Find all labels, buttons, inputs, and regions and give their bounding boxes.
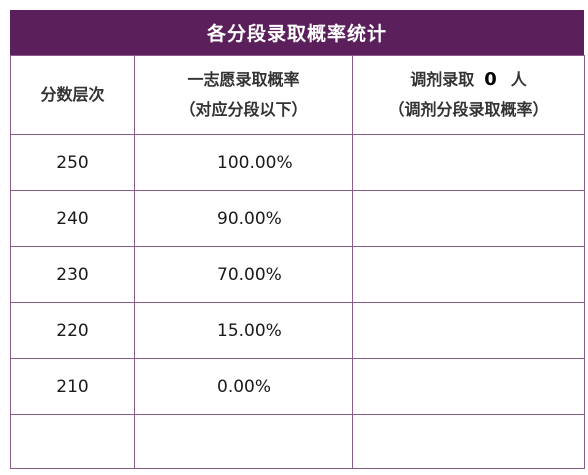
rate-cell: 0.00% xyxy=(134,358,353,415)
rate-cell: 100.00% xyxy=(134,134,353,191)
score-cell: 210 xyxy=(10,358,135,415)
table-row: 220 15.00% xyxy=(10,302,585,359)
score-cell: 230 xyxy=(10,246,135,303)
adjust-cell xyxy=(352,414,585,469)
header-first-choice: 一志愿录取概率 （对应分段以下） xyxy=(134,55,353,135)
table-row: 230 70.00% xyxy=(10,246,585,303)
adjust-cell xyxy=(352,190,585,247)
table-row: 240 90.00% xyxy=(10,190,585,247)
header-adjust: 调剂录取 0 人 （调剂分段录取概率） xyxy=(352,55,585,135)
adjust-count: 0 xyxy=(484,69,497,90)
rate-cell: 70.00% xyxy=(134,246,353,303)
header-first-choice-line2: （对应分段以下） xyxy=(179,100,308,119)
probability-table: 分数层次 一志愿录取概率 （对应分段以下） 调剂录取 0 人 （调剂分段录取概率） … xyxy=(10,55,585,469)
header-first-choice-line1: 一志愿录取概率 xyxy=(187,70,300,89)
header-score-level-label: 分数层次 xyxy=(40,85,105,104)
header-adjust-suffix: 人 xyxy=(510,70,527,89)
adjust-cell xyxy=(352,358,585,415)
header-adjust-line2: （调剂分段录取概率） xyxy=(388,100,549,119)
rate-cell: 15.00% xyxy=(134,302,353,359)
header-adjust-line1: 调剂录取 0 人 xyxy=(353,65,584,95)
table-title: 各分段录取概率统计 xyxy=(10,10,584,55)
rate-cell: 90.00% xyxy=(134,190,353,247)
table-row: 250 100.00% xyxy=(10,134,585,191)
table-row: 210 0.00% xyxy=(10,358,585,415)
score-cell: 240 xyxy=(10,190,135,247)
adjust-cell xyxy=(352,246,585,303)
score-cell xyxy=(10,414,135,469)
rate-cell xyxy=(134,414,353,469)
table-row xyxy=(10,414,585,469)
adjust-cell xyxy=(352,302,585,359)
header-row: 分数层次 一志愿录取概率 （对应分段以下） 调剂录取 0 人 （调剂分段录取概率） xyxy=(10,55,585,135)
score-cell: 250 xyxy=(10,134,135,191)
score-cell: 220 xyxy=(10,302,135,359)
header-adjust-prefix: 调剂录取 xyxy=(410,70,475,89)
header-score-level: 分数层次 xyxy=(10,55,135,135)
adjust-cell xyxy=(352,134,585,191)
